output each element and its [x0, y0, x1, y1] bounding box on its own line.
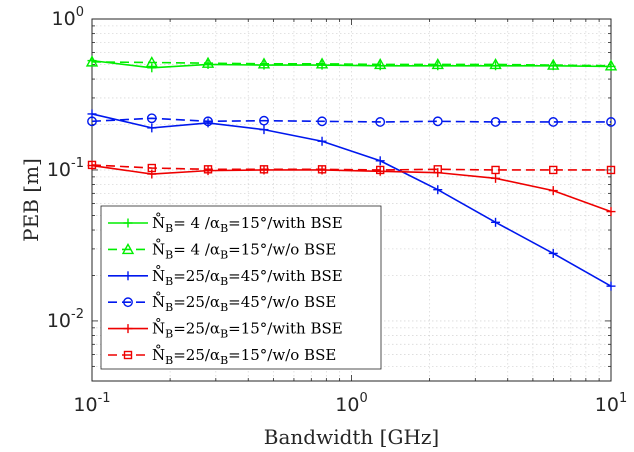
data-point	[548, 248, 558, 258]
x-tick-label: 101	[595, 391, 627, 416]
data-point	[203, 165, 213, 174]
data-point	[433, 185, 443, 195]
axis-ticks: 10-1 100 101 10-2 10-1 100	[47, 5, 627, 416]
legend-label: N̊B=25/αB=15°/w/o BSE	[152, 344, 336, 367]
legend-label: N̊B=25/αB=15°/with BSE	[152, 318, 343, 341]
data-point	[145, 56, 158, 68]
legend-entry-3: N̊B=25/αB=45°/with BSE	[108, 265, 343, 288]
series-6	[87, 160, 616, 175]
grid-lines	[92, 19, 611, 381]
legend-label: N̊B= 4 /αB=15°/w/o BSE	[152, 239, 336, 262]
data-point	[374, 58, 387, 70]
data-point	[433, 165, 442, 174]
data-point	[147, 63, 157, 73]
legend-swatch-marker	[123, 271, 133, 281]
series-line	[91, 61, 612, 67]
data-point	[606, 117, 616, 127]
y-axis-label: PEB [m]	[19, 158, 43, 242]
series-line	[91, 117, 611, 123]
legend-swatch-marker	[123, 350, 133, 360]
data-series	[85, 55, 618, 291]
legend-box	[100, 205, 382, 370]
data-point	[606, 281, 616, 291]
data-point	[315, 57, 329, 69]
series-4	[87, 113, 616, 127]
x-axis-label: Bandwidth [GHz]	[264, 425, 439, 449]
legend-entry-5: N̊B=25/αB=15°/with BSE	[108, 318, 343, 341]
legend-swatch-marker	[123, 218, 133, 228]
y-tick-label: 100	[52, 5, 84, 30]
data-point	[147, 123, 157, 133]
data-point	[491, 165, 500, 175]
legend-entry-4: N̊B=25/αB=45°/w/o BSE	[108, 291, 336, 314]
data-point	[201, 56, 215, 68]
data-point	[549, 165, 558, 175]
x-tick-label: 10-1	[73, 391, 110, 416]
legend-swatch-marker	[123, 324, 133, 334]
data-point	[375, 156, 385, 166]
series-line	[91, 164, 611, 171]
data-point	[548, 117, 559, 127]
legend-label: N̊B= 4 /αB=15°/with BSE	[152, 212, 343, 235]
data-point	[85, 55, 99, 67]
data-point	[431, 58, 444, 70]
data-point	[490, 117, 501, 127]
data-point	[432, 116, 443, 127]
data-point	[257, 57, 271, 69]
data-point	[489, 58, 502, 70]
data-point	[604, 59, 618, 71]
data-point	[491, 217, 501, 227]
data-point	[548, 186, 558, 196]
data-point	[606, 207, 616, 217]
data-point	[87, 116, 97, 127]
data-point	[259, 125, 269, 135]
legend-label: N̊B=25/αB=45°/w/o BSE	[152, 291, 336, 314]
legend-entry-1: N̊B= 4 /αB=15°/with BSE	[108, 212, 343, 235]
legend-swatch-marker	[121, 242, 135, 255]
data-point	[375, 117, 386, 127]
series-3	[87, 109, 616, 291]
legend: N̊B= 4 /αB=15°/with BSE N̊B= 4 /αB=15°/w/…	[100, 205, 382, 370]
data-point	[147, 163, 157, 173]
data-point	[606, 165, 616, 175]
data-point	[547, 58, 560, 70]
data-point	[87, 160, 97, 170]
data-point	[317, 136, 327, 146]
data-point	[259, 115, 269, 126]
x-tick-label: 100	[335, 391, 367, 416]
series-line	[91, 164, 612, 213]
series-line	[91, 59, 612, 69]
data-point	[375, 165, 385, 175]
y-tick-label: 10-1	[47, 156, 84, 181]
data-point	[259, 165, 269, 174]
data-point	[317, 116, 327, 127]
y-tick-label: 10-2	[47, 307, 84, 332]
data-point	[317, 165, 327, 174]
series-2	[85, 55, 618, 71]
data-point	[203, 116, 213, 127]
data-point	[491, 173, 501, 183]
legend-entry-6: N̊B=25/αB=15°/w/o BSE	[108, 344, 336, 367]
legend-label: N̊B=25/αB=45°/with BSE	[152, 265, 343, 288]
data-point	[146, 113, 157, 124]
legend-swatch-marker	[123, 297, 133, 308]
series-line	[91, 113, 612, 287]
legend-entry-2: N̊B= 4 /αB=15°/w/o BSE	[108, 239, 336, 262]
